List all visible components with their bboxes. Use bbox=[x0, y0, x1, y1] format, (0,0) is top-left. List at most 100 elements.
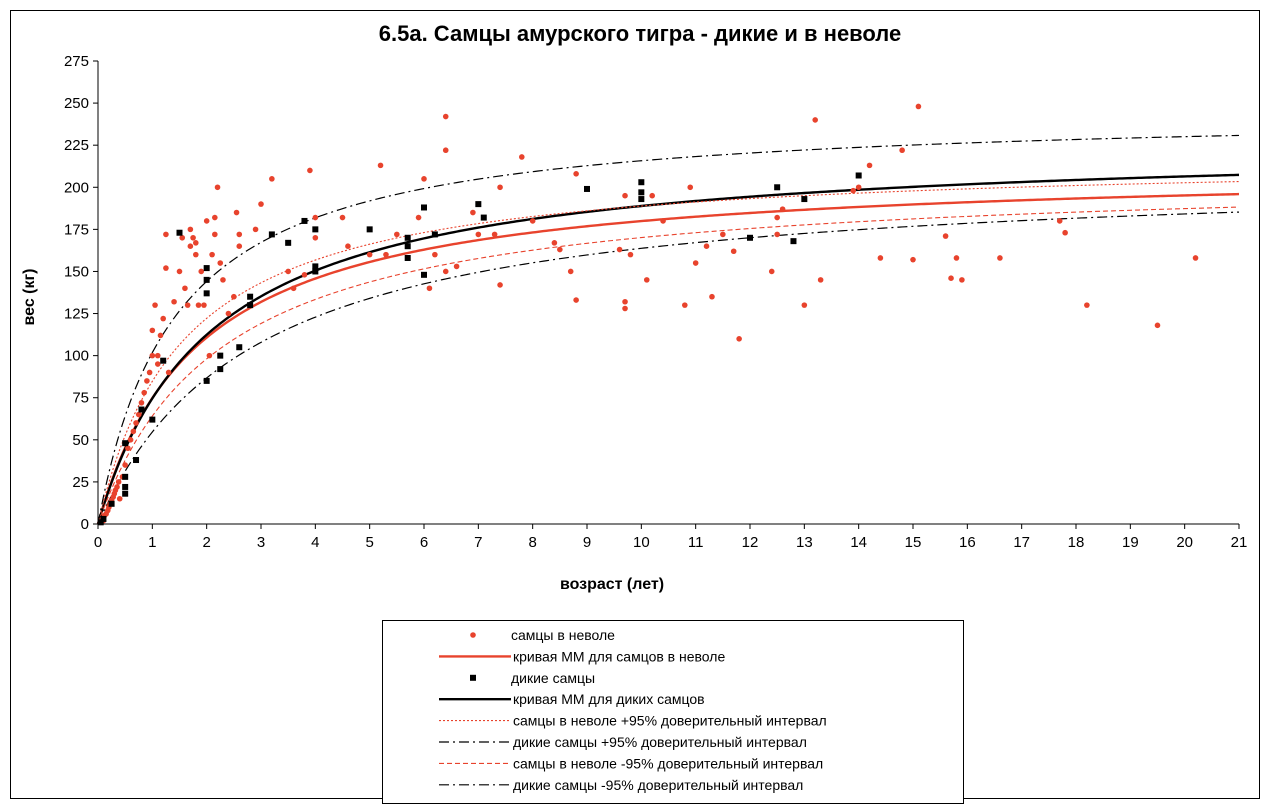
data-point-captive bbox=[157, 332, 164, 339]
data-point-captive bbox=[225, 310, 232, 317]
curve-line bbox=[97, 211, 1240, 525]
data-point-captive bbox=[135, 411, 142, 418]
x-tick-label: 5 bbox=[365, 534, 373, 551]
data-point-wild bbox=[217, 366, 224, 373]
data-point-captive bbox=[692, 260, 699, 266]
data-point-captive bbox=[171, 298, 177, 305]
data-point-wild bbox=[312, 268, 319, 275]
data-point-captive bbox=[703, 243, 710, 249]
data-point-captive bbox=[187, 243, 194, 249]
data-point-captive bbox=[855, 184, 862, 191]
data-point-captive bbox=[997, 255, 1003, 261]
data-point-captive bbox=[812, 117, 818, 123]
data-point-captive bbox=[165, 369, 172, 376]
data-point-wild bbox=[404, 254, 411, 261]
data-point-captive bbox=[470, 209, 476, 216]
legend-label: дикие самцы -95% доверительный интервал bbox=[513, 777, 803, 793]
data-point-captive bbox=[899, 147, 905, 154]
data-point-wild bbox=[149, 416, 156, 423]
data-point-captive bbox=[953, 255, 960, 261]
legend-label: кривая ММ для диких самцов bbox=[513, 691, 705, 707]
data-point-captive bbox=[214, 184, 221, 191]
data-point-captive bbox=[622, 305, 628, 312]
data-point-wild bbox=[404, 234, 411, 241]
x-tick-label: 2 bbox=[202, 534, 210, 551]
data-point-captive bbox=[491, 231, 498, 238]
data-point-captive bbox=[258, 201, 264, 207]
data-point-captive bbox=[163, 265, 169, 271]
data-point-captive bbox=[152, 302, 158, 308]
data-point-wild bbox=[203, 290, 210, 297]
data-point-wild bbox=[421, 271, 427, 278]
y-tick-label: 25 bbox=[72, 474, 89, 491]
legend-svg: самцы в неволе кривая ММ для самцов в нев… bbox=[439, 627, 827, 793]
curve-line bbox=[96, 173, 1240, 525]
data-point-wild bbox=[138, 406, 145, 413]
data-point-captive bbox=[176, 268, 183, 275]
legend-label: дикие самцы +95% доверительный интервал bbox=[513, 734, 807, 750]
data-point-captive bbox=[220, 277, 226, 283]
y-tick-label: 100 bbox=[64, 348, 89, 365]
data-point-captive bbox=[442, 147, 449, 154]
x-tick-label: 13 bbox=[796, 534, 813, 551]
data-point-wild bbox=[236, 344, 243, 351]
data-point-wild bbox=[747, 234, 753, 241]
data-point-captive bbox=[768, 268, 775, 275]
x-tick-label: 15 bbox=[905, 534, 922, 551]
data-point-captive bbox=[1062, 229, 1068, 236]
points-layer bbox=[97, 103, 1199, 526]
data-point-wild bbox=[475, 201, 482, 208]
data-point-wild bbox=[97, 519, 104, 526]
data-point-captive bbox=[133, 420, 139, 426]
data-point-wild bbox=[801, 196, 808, 203]
data-point-captive bbox=[850, 187, 857, 194]
data-point-captive bbox=[307, 167, 313, 174]
data-point-captive bbox=[1154, 322, 1161, 329]
data-point-wild bbox=[404, 243, 411, 250]
data-point-captive bbox=[627, 251, 634, 258]
data-point-captive bbox=[366, 251, 373, 258]
legend-marker bbox=[470, 674, 476, 681]
data-point-captive bbox=[817, 277, 824, 283]
data-point-captive bbox=[497, 184, 503, 191]
x-tick-label: 8 bbox=[528, 534, 536, 551]
data-point-captive bbox=[184, 302, 191, 308]
data-point-wild bbox=[774, 184, 781, 191]
data-point-captive bbox=[453, 263, 460, 270]
data-point-captive bbox=[312, 214, 319, 221]
data-point-captive bbox=[616, 246, 623, 253]
data-point-captive bbox=[209, 251, 215, 258]
data-point-captive bbox=[687, 184, 694, 191]
data-point-captive bbox=[567, 268, 574, 275]
curve-line bbox=[96, 192, 1240, 525]
data-point-captive bbox=[730, 248, 737, 255]
data-point-captive bbox=[212, 231, 218, 238]
data-point-wild bbox=[133, 457, 140, 464]
y-axis-label: вес (кг) bbox=[21, 269, 38, 326]
data-point-captive bbox=[720, 231, 726, 238]
data-point-captive bbox=[231, 293, 237, 300]
x-tick-label: 3 bbox=[257, 534, 265, 551]
data-point-captive bbox=[193, 251, 199, 258]
data-point-wild bbox=[638, 179, 645, 186]
data-point-captive bbox=[622, 298, 628, 305]
curves-layer bbox=[96, 134, 1240, 525]
data-point-captive bbox=[442, 268, 449, 275]
x-tick-label: 1 bbox=[148, 534, 156, 551]
data-point-captive bbox=[948, 275, 954, 281]
data-point-captive bbox=[415, 214, 422, 221]
x-tick-label: 4 bbox=[311, 534, 319, 551]
curve-line bbox=[97, 206, 1240, 525]
data-point-captive bbox=[154, 361, 161, 367]
data-point-captive bbox=[149, 352, 156, 359]
data-point-captive bbox=[709, 293, 715, 300]
data-point-captive bbox=[236, 243, 243, 249]
data-point-captive bbox=[877, 255, 884, 261]
curve-line bbox=[97, 134, 1240, 525]
data-point-captive bbox=[622, 192, 628, 199]
data-point-captive bbox=[497, 282, 503, 288]
data-point-captive bbox=[233, 209, 240, 216]
y-tick-label: 200 bbox=[64, 179, 89, 196]
data-point-captive bbox=[866, 162, 873, 169]
